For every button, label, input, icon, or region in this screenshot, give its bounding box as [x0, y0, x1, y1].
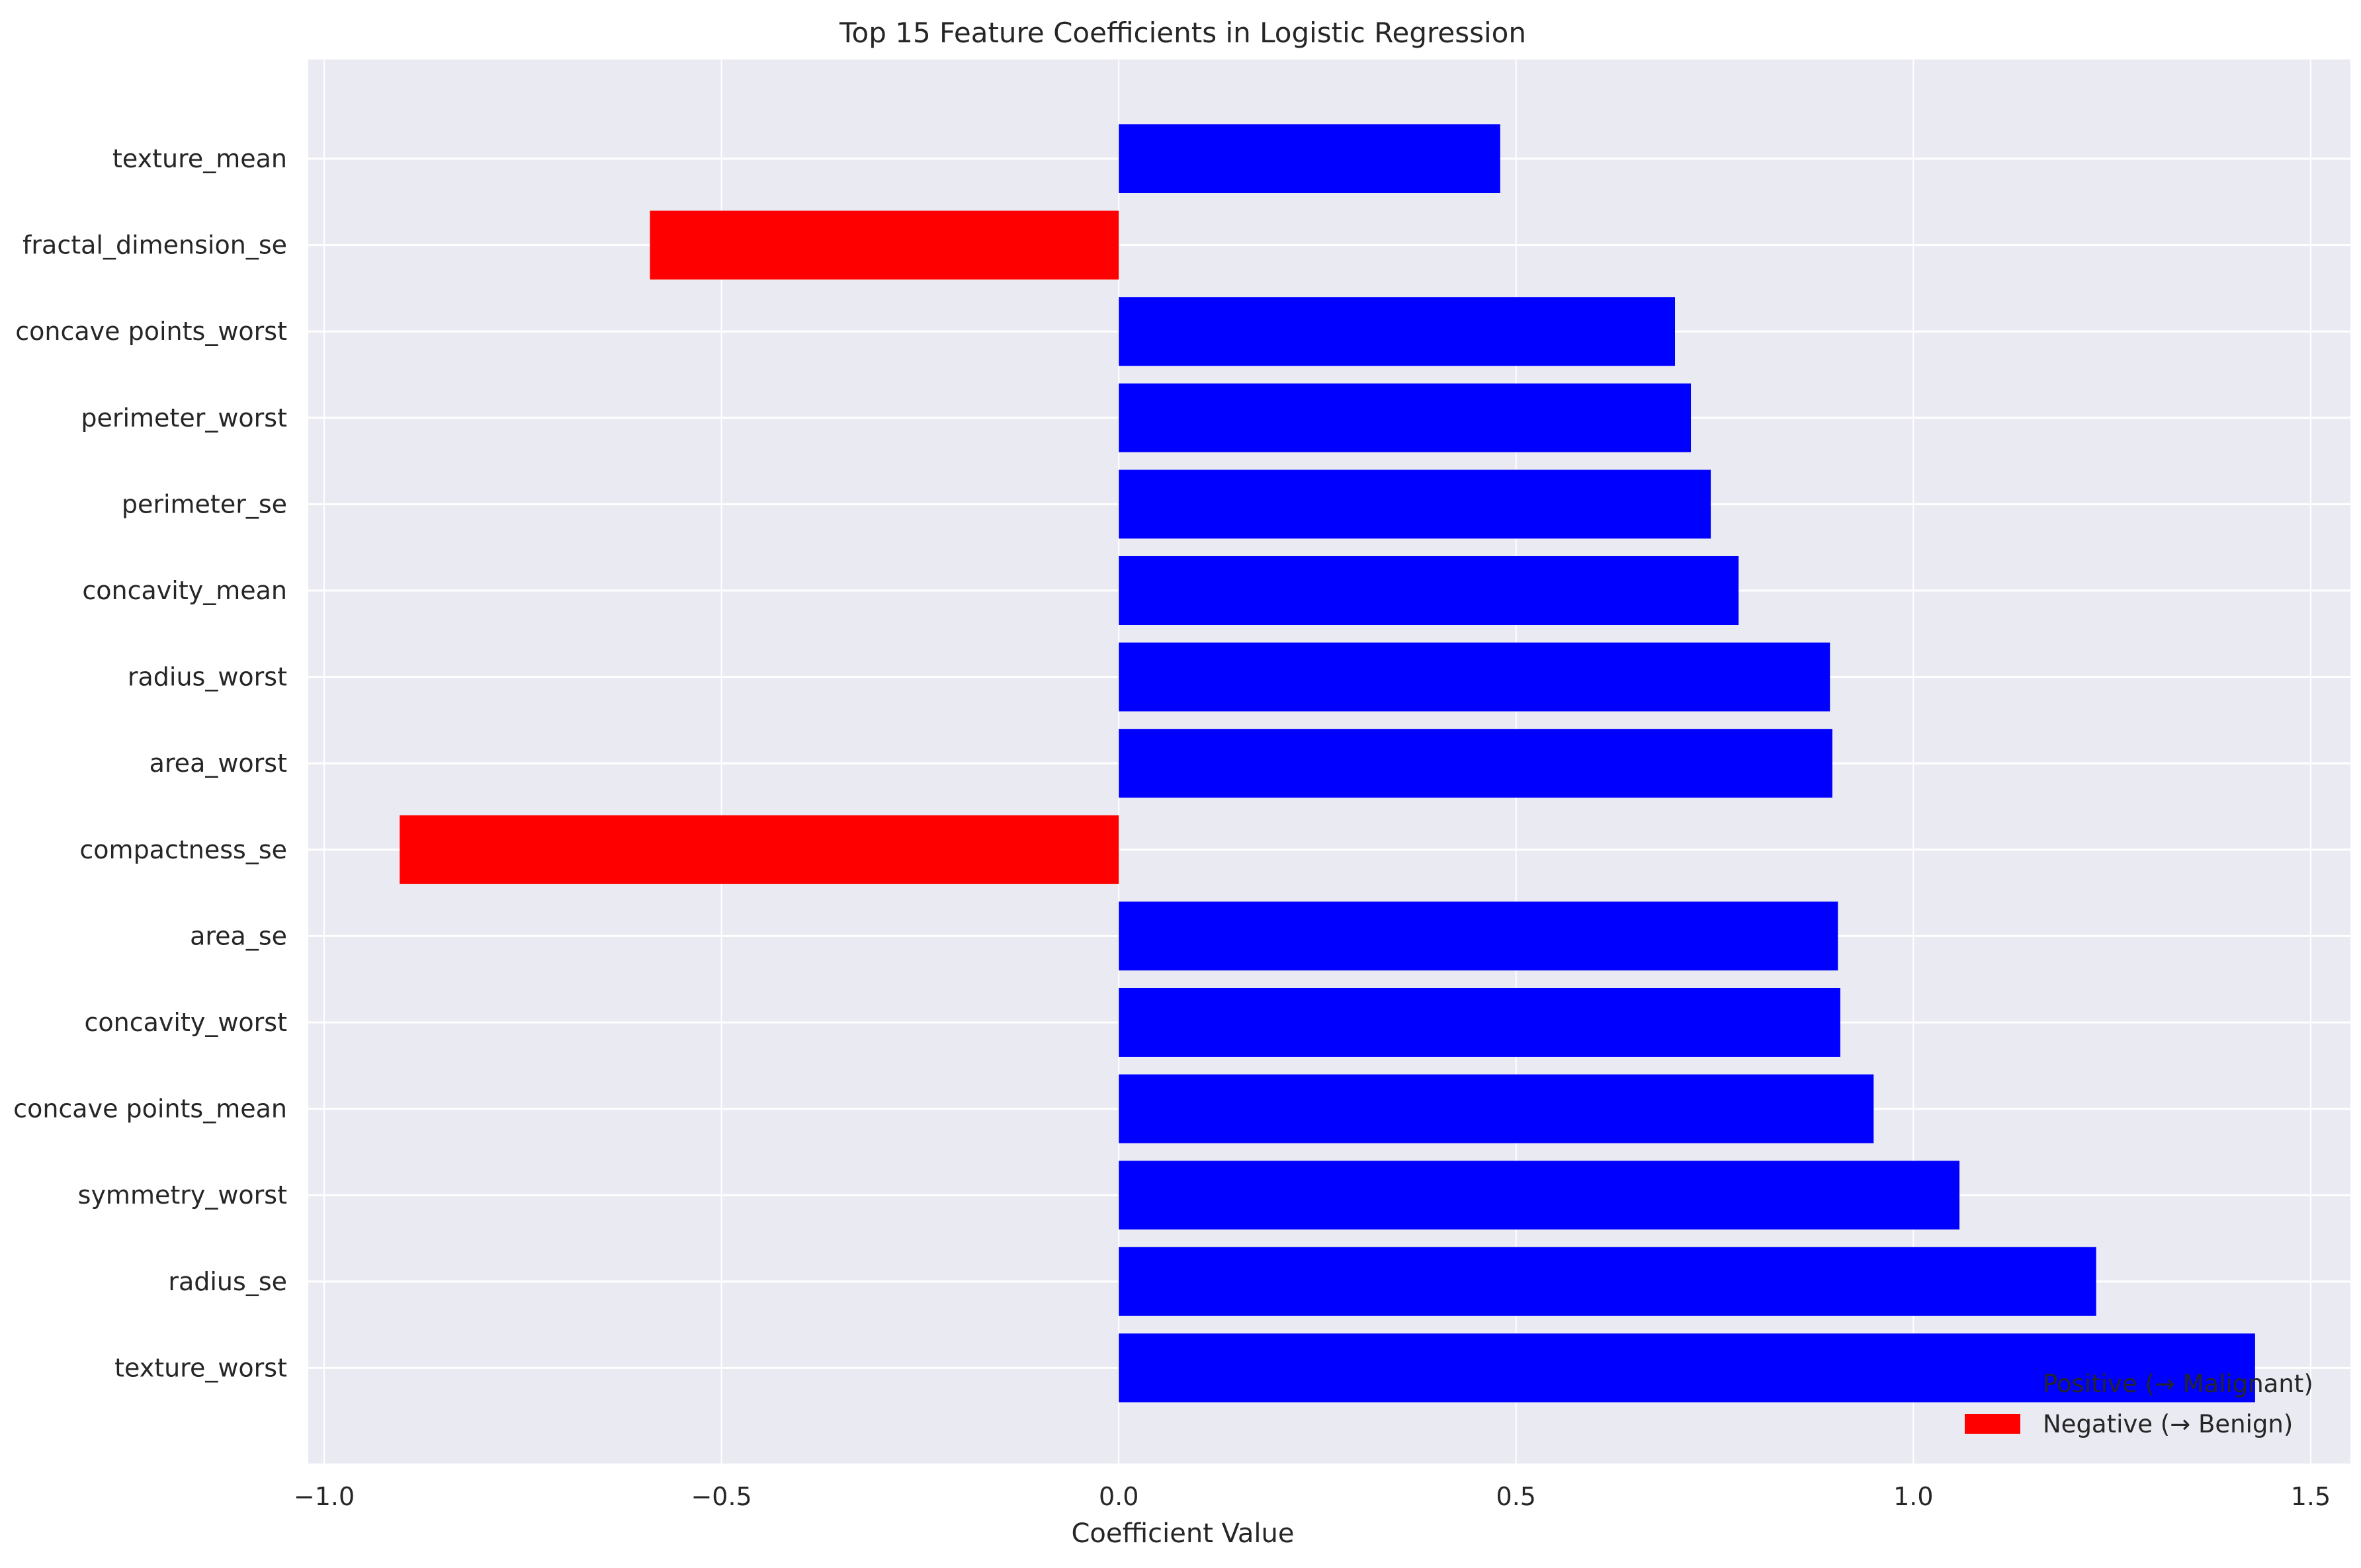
bar-area-se: [1119, 901, 1838, 971]
bar-concave-points-worst: [1119, 297, 1676, 366]
y-tick-label: texture_worst: [114, 1353, 287, 1382]
x-tick-label: 0.0: [1099, 1482, 1138, 1511]
legend-label: Negative (→ Benign): [2043, 1410, 2293, 1438]
x-tick-label: 1.0: [1893, 1482, 1933, 1511]
y-tick-label: concavity_worst: [85, 1008, 288, 1037]
y-tick-label: radius_worst: [128, 663, 287, 692]
x-tick-label: −1.0: [294, 1482, 355, 1511]
x-axis-label: Coefficient Value: [1072, 1518, 1295, 1549]
y-tick-label: perimeter_se: [122, 489, 287, 518]
bar-fractal-dimension-se: [650, 210, 1119, 280]
bar-area-worst: [1119, 729, 1832, 798]
bar-concavity-worst: [1119, 988, 1840, 1057]
y-tick-label: fractal_dimension_se: [22, 231, 287, 260]
bar-texture-worst: [1119, 1333, 2255, 1403]
y-tick-label: concave points_mean: [13, 1094, 287, 1124]
x-tick-label: −0.5: [691, 1482, 751, 1511]
legend-swatch: [1965, 1374, 2020, 1393]
legend: Positive (→ Malignant) Negative (→ Benign…: [1965, 1370, 2313, 1438]
x-tick-label: 0.5: [1496, 1482, 1536, 1511]
bar-texture-mean: [1119, 124, 1500, 193]
bar-perimeter-se: [1119, 470, 1711, 539]
bar-compactness-se: [400, 815, 1119, 884]
y-tick-labels: texture_mean fractal_dimension_seconcave …: [13, 144, 287, 1382]
bar-radius-se: [1119, 1247, 2096, 1316]
y-tick-label: area_se: [190, 921, 287, 950]
bars: [400, 124, 2255, 1403]
y-tick-label: area_worst: [150, 749, 287, 778]
y-tick-label: compactness_se: [79, 835, 287, 864]
bar-concave-points-mean: [1119, 1074, 1874, 1143]
y-tick-label: concavity_mean: [82, 576, 287, 605]
x-tick-labels: −1.0 −0.5 0.0 0.5 1.0 1.5: [294, 1482, 2331, 1511]
y-tick-label: perimeter_worst: [81, 403, 287, 433]
x-tick-label: 1.5: [2291, 1482, 2331, 1511]
chart-title: Top 15 Feature Coefficients in Logistic …: [839, 17, 1526, 49]
legend-swatch: [1965, 1414, 2020, 1434]
y-tick-label: texture_mean: [112, 144, 287, 173]
y-tick-label: symmetry_worst: [78, 1180, 287, 1210]
y-tick-label: radius_se: [168, 1267, 287, 1296]
bar-perimeter-worst: [1119, 383, 1692, 452]
bar-radius-worst: [1119, 642, 1830, 712]
bar-symmetry-worst: [1119, 1161, 1960, 1230]
legend-label: Positive (→ Malignant): [2043, 1370, 2313, 1398]
y-tick-label: concave points_worst: [15, 317, 287, 346]
bar-concavity-mean: [1119, 556, 1739, 625]
